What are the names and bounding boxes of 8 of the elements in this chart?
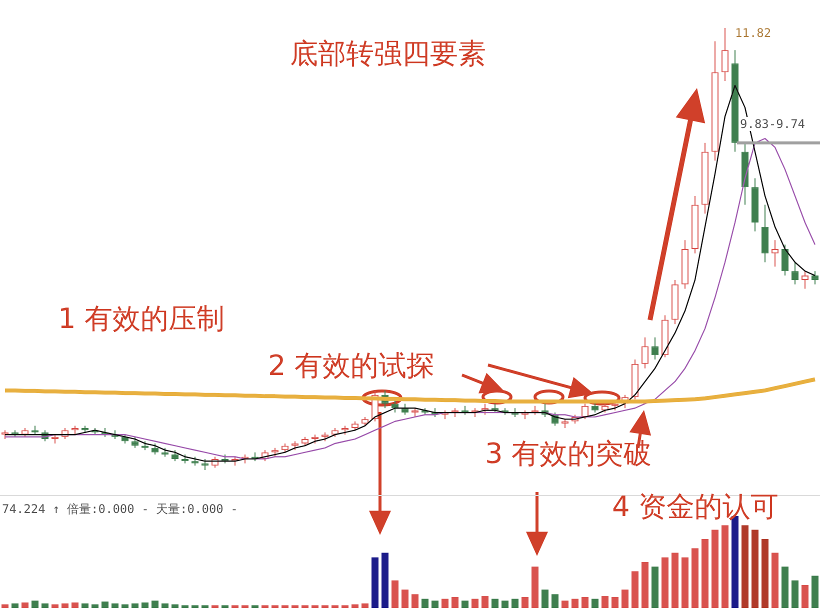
annotation: 3 有效的突破 [485,436,652,472]
chart-title: 底部转强四要素 [290,36,486,72]
annotation: 2 有效的试探 [268,348,435,384]
annotation: 1 有效的压制 [58,301,225,337]
text: 74.224 ↑ 倍量:0.000 - 天量:0.000 - [2,501,238,518]
annotation: 11.82 [735,26,772,40]
annotation: 4 资金的认可 [612,489,779,525]
annotation: 9.83-9.74 [740,117,806,131]
